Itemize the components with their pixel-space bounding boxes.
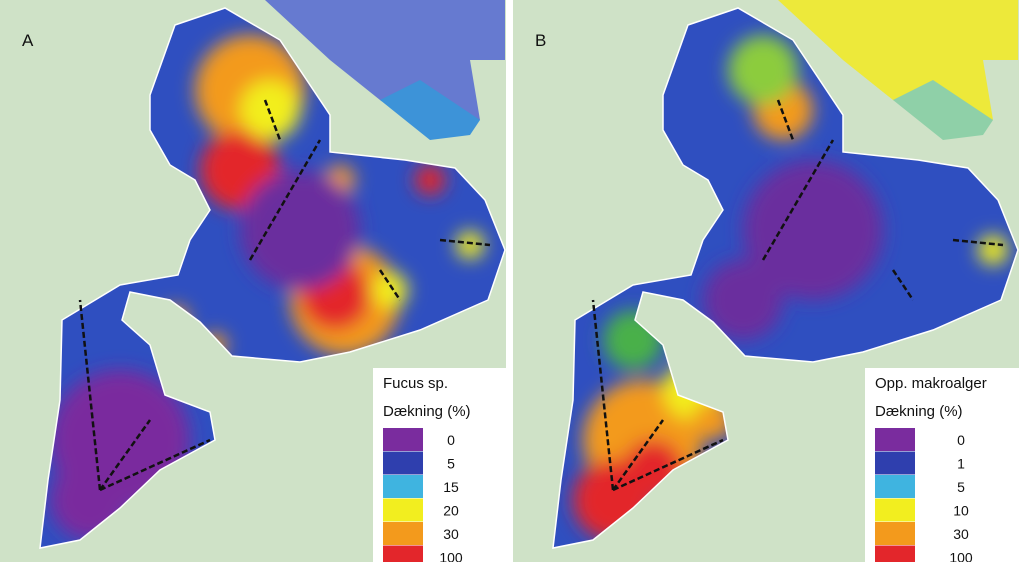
legend-swatch: [383, 546, 423, 563]
legend-swatch: [383, 522, 423, 545]
legend-value: 100: [439, 550, 463, 563]
legend-subtitle: Dækning (%): [875, 403, 963, 420]
legend-title: Opp. makroalger: [875, 375, 987, 392]
legend-swatch: [383, 499, 423, 522]
coverage-patch: [415, 165, 445, 195]
legend: Fucus sp. Dækning (%) 0 5 15 20 30 100: [373, 368, 506, 562]
map-figure: AFucus sp.Dækning (%)05152030100BOpp. ma…: [0, 0, 1019, 562]
panel-label: B: [535, 31, 546, 50]
coverage-patch: [372, 272, 408, 308]
coverage-patch: [978, 235, 1008, 265]
legend-title: Fucus sp.: [383, 375, 448, 392]
legend-value: 30: [443, 526, 459, 542]
legend: Opp. makroalger Dækning (%) 0 1 5 10 30 100: [865, 368, 1019, 562]
legend-value: 15: [443, 479, 459, 495]
legend-value: 20: [443, 503, 459, 519]
panel-label: A: [22, 31, 34, 50]
legend-swatch: [875, 499, 915, 522]
legend-value: 10: [953, 503, 969, 519]
legend-value: 5: [447, 456, 455, 472]
legend-swatch: [875, 475, 915, 498]
legend-value: 0: [957, 432, 965, 448]
coverage-patch: [240, 170, 360, 290]
legend-swatch: [875, 522, 915, 545]
map-panel: B Opp. makroalger Dækning (%) 0 1 5 10 30 100: [513, 0, 1019, 562]
legend-value: 100: [949, 550, 973, 563]
legend-value: 0: [447, 432, 455, 448]
legend-value: 30: [953, 526, 969, 542]
legend-swatch: [383, 428, 423, 451]
coverage-patch: [728, 35, 798, 105]
map-panel: A Fucus sp. Dækning (%) 0 5 15 20 30 100: [0, 0, 506, 562]
legend-swatch: [383, 475, 423, 498]
legend-value: 1: [957, 456, 965, 472]
legend-swatch: [875, 428, 915, 451]
legend-value: 5: [957, 479, 965, 495]
legend-subtitle: Dækning (%): [383, 403, 471, 420]
legend-swatch: [875, 452, 915, 475]
legend-swatch: [383, 452, 423, 475]
legend-swatch: [875, 546, 915, 563]
